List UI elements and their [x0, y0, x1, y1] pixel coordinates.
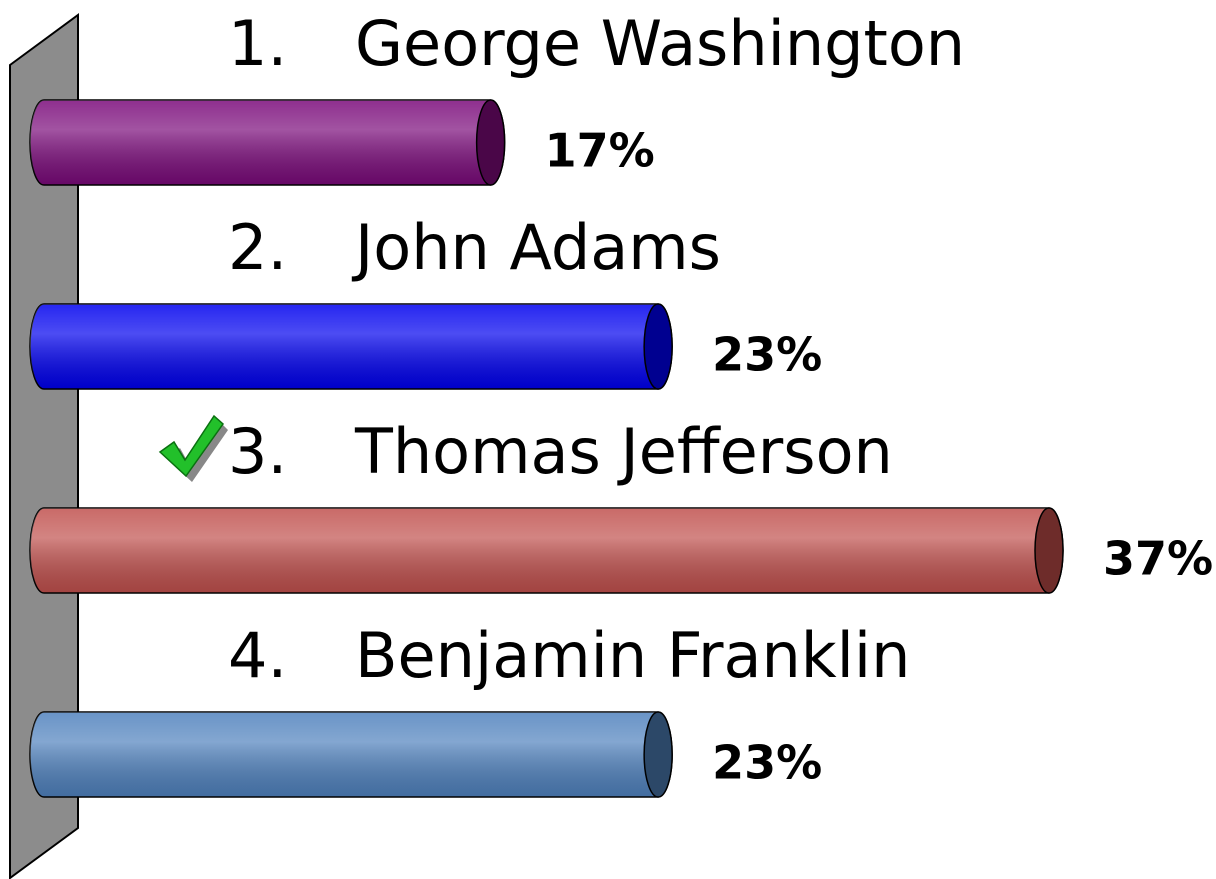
bar-cap: [643, 711, 673, 798]
value-label: 37%: [1103, 532, 1213, 586]
category-label: George Washington: [355, 7, 965, 80]
bar-cap: [643, 303, 673, 390]
bar-shine: [30, 304, 673, 389]
item-number: 2.: [228, 211, 287, 284]
category-label: John Adams: [351, 211, 721, 284]
bar-cap: [1034, 507, 1064, 594]
bar-shine: [30, 100, 505, 185]
item-number: 4.: [228, 619, 287, 692]
value-label: 17%: [545, 124, 655, 178]
bar-cap: [475, 99, 506, 186]
value-label: 23%: [712, 736, 822, 790]
value-label: 23%: [712, 328, 822, 382]
bar-shine: [30, 712, 673, 797]
item-number: 3.: [228, 415, 287, 488]
category-label: Thomas Jefferson: [354, 415, 893, 488]
checkmark: [158, 414, 225, 478]
item-number: 1.: [228, 7, 287, 80]
category-label: Benjamin Franklin: [355, 619, 910, 692]
wall: [9, 13, 79, 879]
bar-shine: [30, 508, 1063, 593]
